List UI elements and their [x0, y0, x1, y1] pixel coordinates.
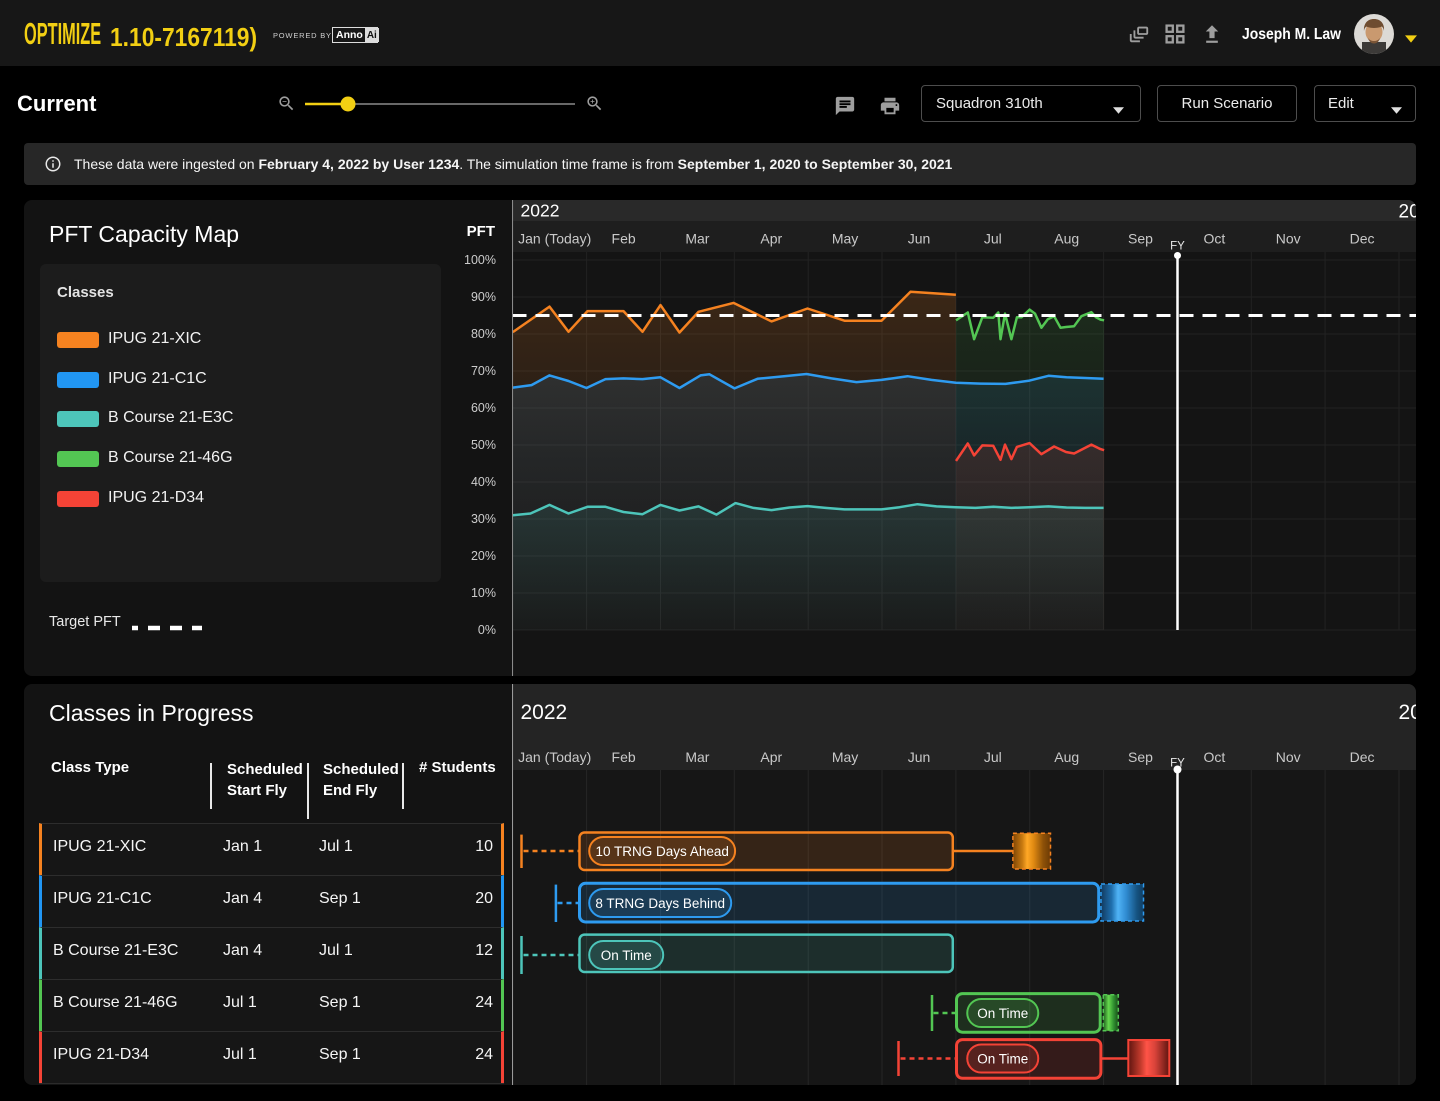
svg-text:Feb: Feb — [611, 749, 635, 765]
svg-text:FY: FY — [1170, 758, 1185, 770]
svg-text:2023: 2023 — [1398, 202, 1416, 223]
svg-text:Dec: Dec — [1349, 231, 1374, 247]
svg-text:Sep: Sep — [1128, 231, 1153, 247]
svg-text:Oct: Oct — [1203, 231, 1225, 247]
svg-text:Jun: Jun — [907, 749, 930, 765]
svg-text:On Time: On Time — [977, 1006, 1028, 1021]
svg-text:Feb: Feb — [611, 231, 635, 247]
svg-text:Mar: Mar — [685, 231, 709, 247]
svg-text:FY: FY — [1170, 241, 1185, 253]
svg-text:On Time: On Time — [600, 948, 651, 963]
svg-text:Dec: Dec — [1349, 749, 1374, 765]
svg-text:Mar: Mar — [685, 749, 709, 765]
svg-text:May: May — [831, 231, 857, 247]
svg-text:Aug: Aug — [1054, 231, 1079, 247]
svg-text:Aug: Aug — [1054, 749, 1079, 765]
svg-text:Jan (Today): Jan (Today) — [518, 231, 591, 247]
svg-text:2022: 2022 — [520, 701, 567, 724]
svg-text:Nov: Nov — [1275, 231, 1300, 247]
svg-text:Apr: Apr — [760, 749, 782, 765]
svg-text:Nov: Nov — [1275, 749, 1300, 765]
svg-text:8 TRNG Days Behind: 8 TRNG Days Behind — [595, 896, 725, 911]
svg-text:Oct: Oct — [1203, 749, 1225, 765]
svg-text:10 TRNG Days Ahead: 10 TRNG Days Ahead — [595, 844, 728, 859]
svg-text:2023: 2023 — [1398, 701, 1416, 724]
svg-text:2022: 2022 — [520, 201, 559, 221]
svg-text:Jul: Jul — [983, 231, 1001, 247]
svg-text:May: May — [831, 749, 857, 765]
svg-text:Apr: Apr — [760, 231, 782, 247]
svg-text:Sep: Sep — [1128, 749, 1153, 765]
svg-text:Jan (Today): Jan (Today) — [518, 749, 591, 765]
svg-text:On Time: On Time — [977, 1052, 1028, 1067]
svg-text:Jul: Jul — [983, 749, 1001, 765]
svg-text:Jun: Jun — [907, 231, 930, 247]
